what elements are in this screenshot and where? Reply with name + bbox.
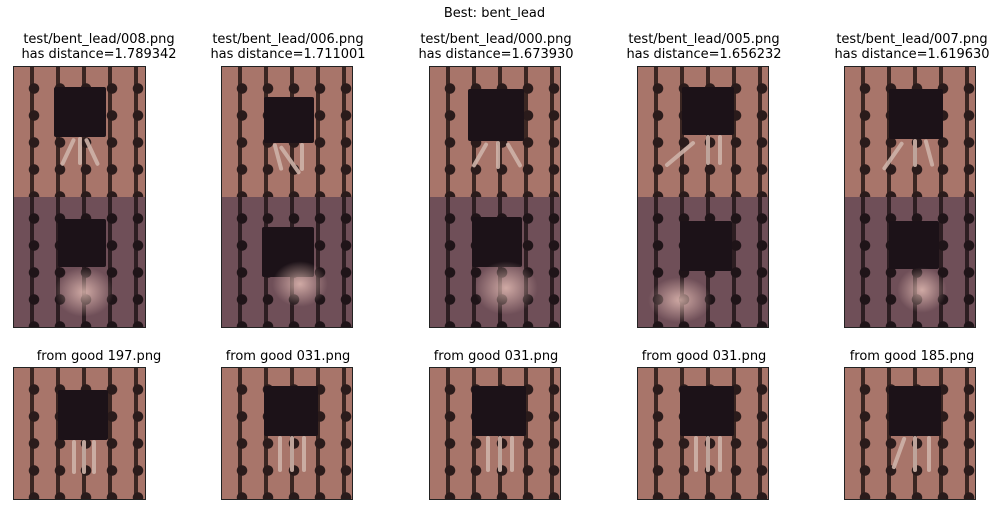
good-reference-image (637, 367, 769, 500)
result-column-2: test/bent_lead/006.png has distance=1.71… (208, 0, 368, 506)
anomaly-heatmap-overlay (845, 197, 975, 327)
distance-label: has distance=1.711001 (210, 47, 366, 62)
test-image-path: test/bent_lead/000.png (420, 32, 572, 47)
good-reference-image (221, 367, 353, 500)
distance-label: has distance=1.789342 (21, 47, 177, 62)
good-reference-image (13, 367, 146, 500)
test-image-path: test/bent_lead/007.png (836, 32, 988, 47)
figure-title: Best: bent_lead (443, 6, 546, 21)
good-reference-label: from good 197.png (36, 349, 162, 364)
distance-label: has distance=1.619630 (834, 47, 989, 62)
anomaly-heatmap-overlay (430, 197, 560, 327)
good-reference-label: from good 031.png (225, 349, 351, 364)
test-image-with-heatmap (844, 66, 976, 328)
distance-label: has distance=1.656232 (626, 47, 782, 62)
good-reference-image (429, 367, 561, 500)
result-column-4: test/bent_lead/005.png has distance=1.65… (624, 0, 784, 506)
anomaly-heatmap-overlay (222, 197, 352, 327)
distance-label: has distance=1.673930 (418, 47, 574, 62)
result-column-3: test/bent_lead/000.png has distance=1.67… (416, 0, 576, 506)
test-image (222, 67, 352, 197)
good-reference-label: from good 031.png (641, 349, 767, 364)
test-image-with-heatmap (221, 66, 353, 328)
test-image (845, 67, 975, 197)
test-image-with-heatmap (13, 66, 146, 328)
anomaly-heatmap-overlay (14, 197, 145, 327)
test-image (430, 67, 560, 197)
result-column-5: test/bent_lead/007.png has distance=1.61… (832, 0, 989, 506)
test-image-path: test/bent_lead/005.png (628, 32, 780, 47)
test-image-path: test/bent_lead/006.png (212, 32, 364, 47)
anomaly-heatmap-overlay (638, 197, 768, 327)
test-image-path: test/bent_lead/008.png (23, 32, 175, 47)
good-reference-label: from good 031.png (433, 349, 559, 364)
good-reference-label: from good 185.png (849, 349, 975, 364)
test-image (14, 67, 145, 197)
good-reference-image (844, 367, 976, 500)
test-image-with-heatmap (429, 66, 561, 328)
test-image-with-heatmap (637, 66, 769, 328)
test-image (638, 67, 768, 197)
result-column-1: test/bent_lead/008.png has distance=1.78… (0, 0, 177, 506)
